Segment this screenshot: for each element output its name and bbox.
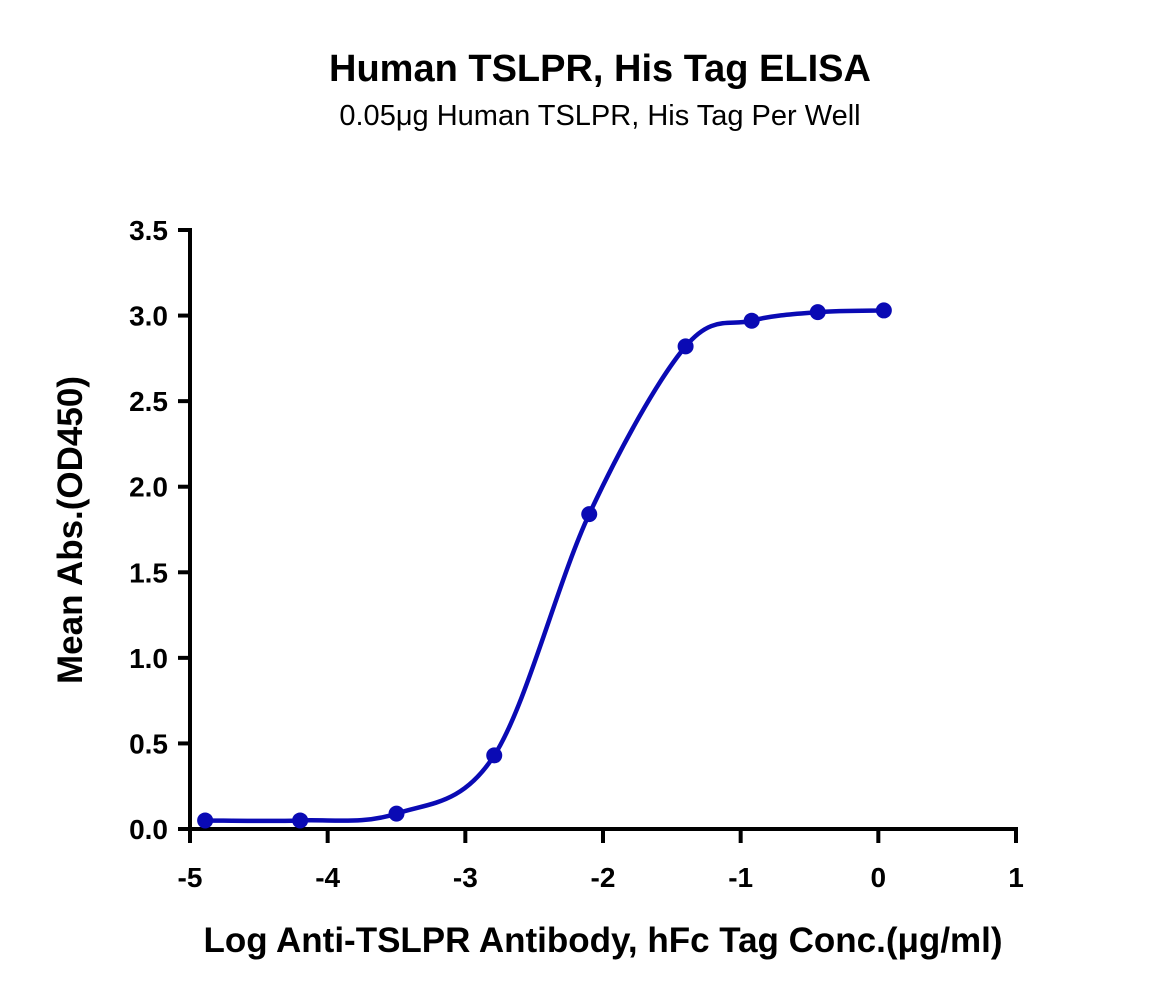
x-tick-label: -3 [453,862,478,893]
x-tick-label: -1 [728,862,753,893]
axes: 0.0 0.5 1.0 1.5 2.0 2.5 3.0 3.5 -5 -4 -3 -2 -1 0 1 [129,215,1024,893]
x-tick-label: -5 [178,862,203,893]
data-point [388,805,405,822]
y-axis-label: Mean Abs.(OD450) [51,376,90,684]
y-tick-label: 1.5 [129,557,168,588]
y-tick-label: 0.5 [129,728,168,759]
x-tick-label: 1 [1008,862,1024,893]
y-tick-label: 3.5 [129,215,168,246]
y-tick-label: 3.0 [129,301,168,332]
x-axis-label: Log Anti-TSLPR Antibody, hFc Tag Conc.(μ… [203,921,1002,960]
x-tick-label: -4 [315,862,340,893]
x-tick-label: 0 [871,862,887,893]
data-point [197,812,214,829]
data-point [743,312,760,329]
data-point [677,338,694,355]
data-point [875,302,892,319]
data-point [486,747,503,764]
fit-curve [205,308,884,824]
data-point [809,304,826,321]
data-points [197,302,892,829]
chart-subtitle: 0.05μg Human TSLPR, His Tag Per Well [339,100,861,132]
fit-curve-group [205,308,884,824]
y-tick-label: 0.0 [129,814,168,845]
x-tick-label: -2 [591,862,616,893]
data-point [292,812,309,829]
data-point [581,506,598,523]
y-tick-label: 2.5 [129,386,168,417]
chart-title: Human TSLPR, His Tag ELISA [329,48,871,90]
y-tick-label: 1.0 [129,643,168,674]
y-tick-label: 2.0 [129,472,168,503]
